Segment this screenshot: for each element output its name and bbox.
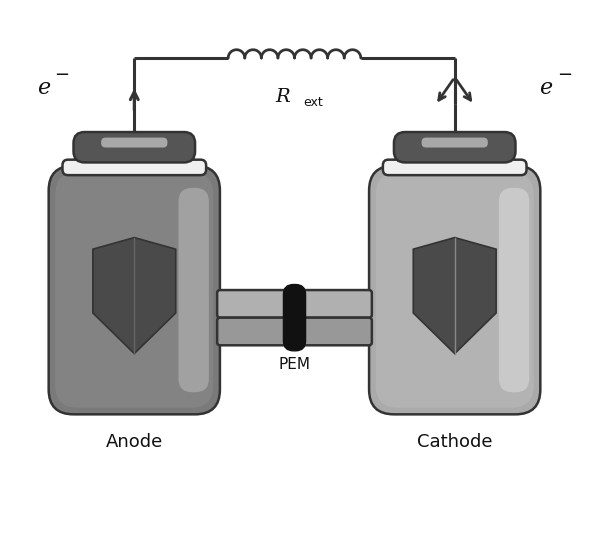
Polygon shape — [413, 238, 496, 354]
Text: Anode: Anode — [105, 433, 163, 451]
FancyBboxPatch shape — [55, 172, 213, 408]
FancyBboxPatch shape — [283, 285, 306, 351]
Text: PEM: PEM — [279, 357, 310, 372]
FancyBboxPatch shape — [383, 160, 527, 175]
FancyBboxPatch shape — [178, 188, 209, 392]
FancyBboxPatch shape — [62, 160, 206, 175]
FancyBboxPatch shape — [217, 318, 372, 345]
Text: $-$: $-$ — [54, 65, 69, 83]
FancyBboxPatch shape — [74, 132, 195, 162]
Text: ext: ext — [303, 96, 323, 109]
FancyBboxPatch shape — [376, 172, 534, 408]
FancyBboxPatch shape — [422, 138, 488, 147]
Polygon shape — [93, 238, 176, 354]
FancyBboxPatch shape — [394, 132, 515, 162]
Text: e: e — [37, 78, 49, 99]
FancyBboxPatch shape — [49, 166, 220, 415]
Text: Cathode: Cathode — [417, 433, 492, 451]
Text: e: e — [540, 78, 552, 99]
FancyBboxPatch shape — [217, 290, 372, 318]
FancyBboxPatch shape — [369, 166, 540, 415]
FancyBboxPatch shape — [499, 188, 530, 392]
Text: R: R — [276, 88, 290, 105]
FancyBboxPatch shape — [101, 138, 167, 147]
Text: $-$: $-$ — [557, 65, 572, 83]
